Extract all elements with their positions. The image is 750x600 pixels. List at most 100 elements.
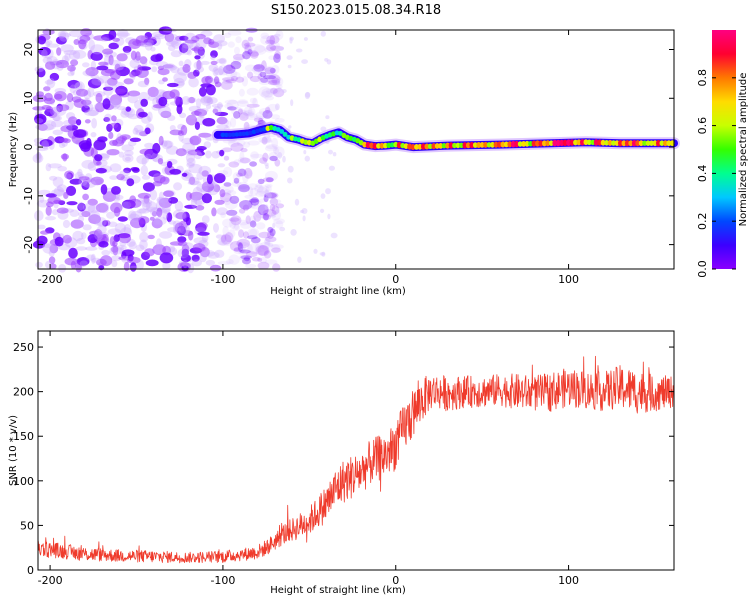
- noise-blob: [174, 200, 184, 212]
- noise-blob: [111, 102, 118, 108]
- noise-blob: [151, 66, 158, 73]
- noise-blob: [46, 43, 60, 48]
- ridge-cell: [624, 140, 630, 147]
- spectrogram-y-tick-label: 10: [22, 91, 35, 105]
- noise-blob: [107, 59, 121, 66]
- noise-blob: [32, 106, 46, 111]
- noise-blob: [90, 44, 105, 55]
- ridge-cell: [659, 140, 665, 146]
- noise-blob: [258, 136, 273, 144]
- ridge-cell: [580, 139, 585, 146]
- noise-blob: [93, 35, 107, 41]
- noise-blob: [225, 79, 237, 84]
- noise-blob: [238, 184, 250, 193]
- noise-blob: [243, 256, 250, 262]
- noise-blob: [114, 63, 121, 73]
- noise-blob: [75, 246, 88, 251]
- noise-blob: [99, 202, 110, 214]
- noise-blob: [40, 230, 50, 235]
- noise-blob: [241, 76, 248, 87]
- noise-blob: [34, 66, 45, 73]
- noise-blob: [264, 170, 278, 182]
- noise-blob: [274, 33, 281, 37]
- noise-blob: [185, 114, 198, 126]
- noise-blob: [106, 149, 120, 156]
- noise-blob: [110, 255, 122, 262]
- noise-blob: [263, 238, 271, 249]
- noise-blob: [248, 186, 254, 197]
- noise-blob: [247, 201, 257, 208]
- noise-blob: [239, 254, 249, 262]
- noise-blob: [136, 154, 149, 165]
- noise-blob: [265, 192, 272, 199]
- noise-blob: [217, 163, 226, 168]
- ridge-cell: [586, 139, 592, 146]
- noise-blob: [235, 76, 245, 83]
- spectrogram-y-tick-label: -10: [22, 187, 35, 205]
- noise-blob: [203, 141, 211, 149]
- noise-blob: [45, 163, 52, 172]
- noise-blob: [263, 75, 276, 80]
- noise-blob: [66, 201, 78, 206]
- noise-blob: [160, 110, 172, 119]
- ridge-cell: [282, 131, 288, 137]
- noise-blob: [87, 161, 97, 171]
- noise-blob: [274, 146, 285, 158]
- noise-blob: [245, 215, 251, 225]
- noise-blob: [190, 195, 198, 203]
- ridge-cell: [365, 141, 371, 149]
- noise-blob: [135, 129, 146, 136]
- noise-blob: [128, 198, 142, 208]
- noise-blob: [158, 26, 173, 35]
- noise-blob: [264, 95, 275, 101]
- noise-blob: [139, 71, 150, 76]
- noise-blob: [228, 161, 240, 168]
- noise-blob: [275, 220, 284, 229]
- noise-blob: [45, 40, 51, 48]
- noise-blob: [52, 105, 67, 116]
- noise-blob: [62, 219, 71, 229]
- noise-blob: [268, 55, 276, 60]
- noise-blob: [163, 140, 174, 148]
- noise-blob: [220, 212, 227, 219]
- noise-blob: [46, 201, 54, 208]
- ridge-cell: [521, 141, 526, 147]
- noise-blob: [109, 163, 122, 173]
- noise-blob: [113, 196, 120, 202]
- noise-blob: [87, 86, 95, 98]
- noise-blob: [88, 39, 95, 51]
- noise-blob: [98, 241, 109, 248]
- noise-blob: [216, 207, 228, 216]
- noise-blob: [269, 204, 276, 211]
- noise-blob: [242, 51, 251, 60]
- noise-blob: [223, 197, 231, 206]
- noise-blob: [255, 183, 263, 188]
- noise-blob: [69, 84, 77, 94]
- noise-blob: [55, 36, 67, 45]
- ridge-cell: [569, 139, 575, 146]
- noise-blob: [222, 218, 234, 228]
- noise-blob: [268, 151, 279, 162]
- noise-blob: [301, 59, 308, 64]
- noise-blob: [246, 103, 260, 108]
- noise-blob: [187, 180, 202, 186]
- noise-blob: [49, 244, 59, 254]
- noise-blob: [162, 209, 169, 220]
- ridge-cell: [555, 139, 561, 147]
- noise-blob: [145, 259, 159, 267]
- noise-blob: [56, 184, 68, 193]
- ridge-cell: [514, 140, 520, 148]
- noise-blob: [169, 168, 182, 175]
- noise-blob: [231, 106, 244, 116]
- noise-blob: [90, 176, 104, 186]
- noise-blob: [120, 110, 130, 118]
- noise-blob: [237, 181, 249, 190]
- ridge-cell: [638, 140, 644, 147]
- noise-blob: [139, 239, 148, 250]
- noise-blob: [149, 189, 158, 201]
- noise-blob: [91, 77, 104, 86]
- noise-blob: [257, 261, 270, 270]
- noise-blob: [260, 35, 272, 45]
- noise-blob: [108, 42, 119, 50]
- noise-blob: [116, 53, 128, 62]
